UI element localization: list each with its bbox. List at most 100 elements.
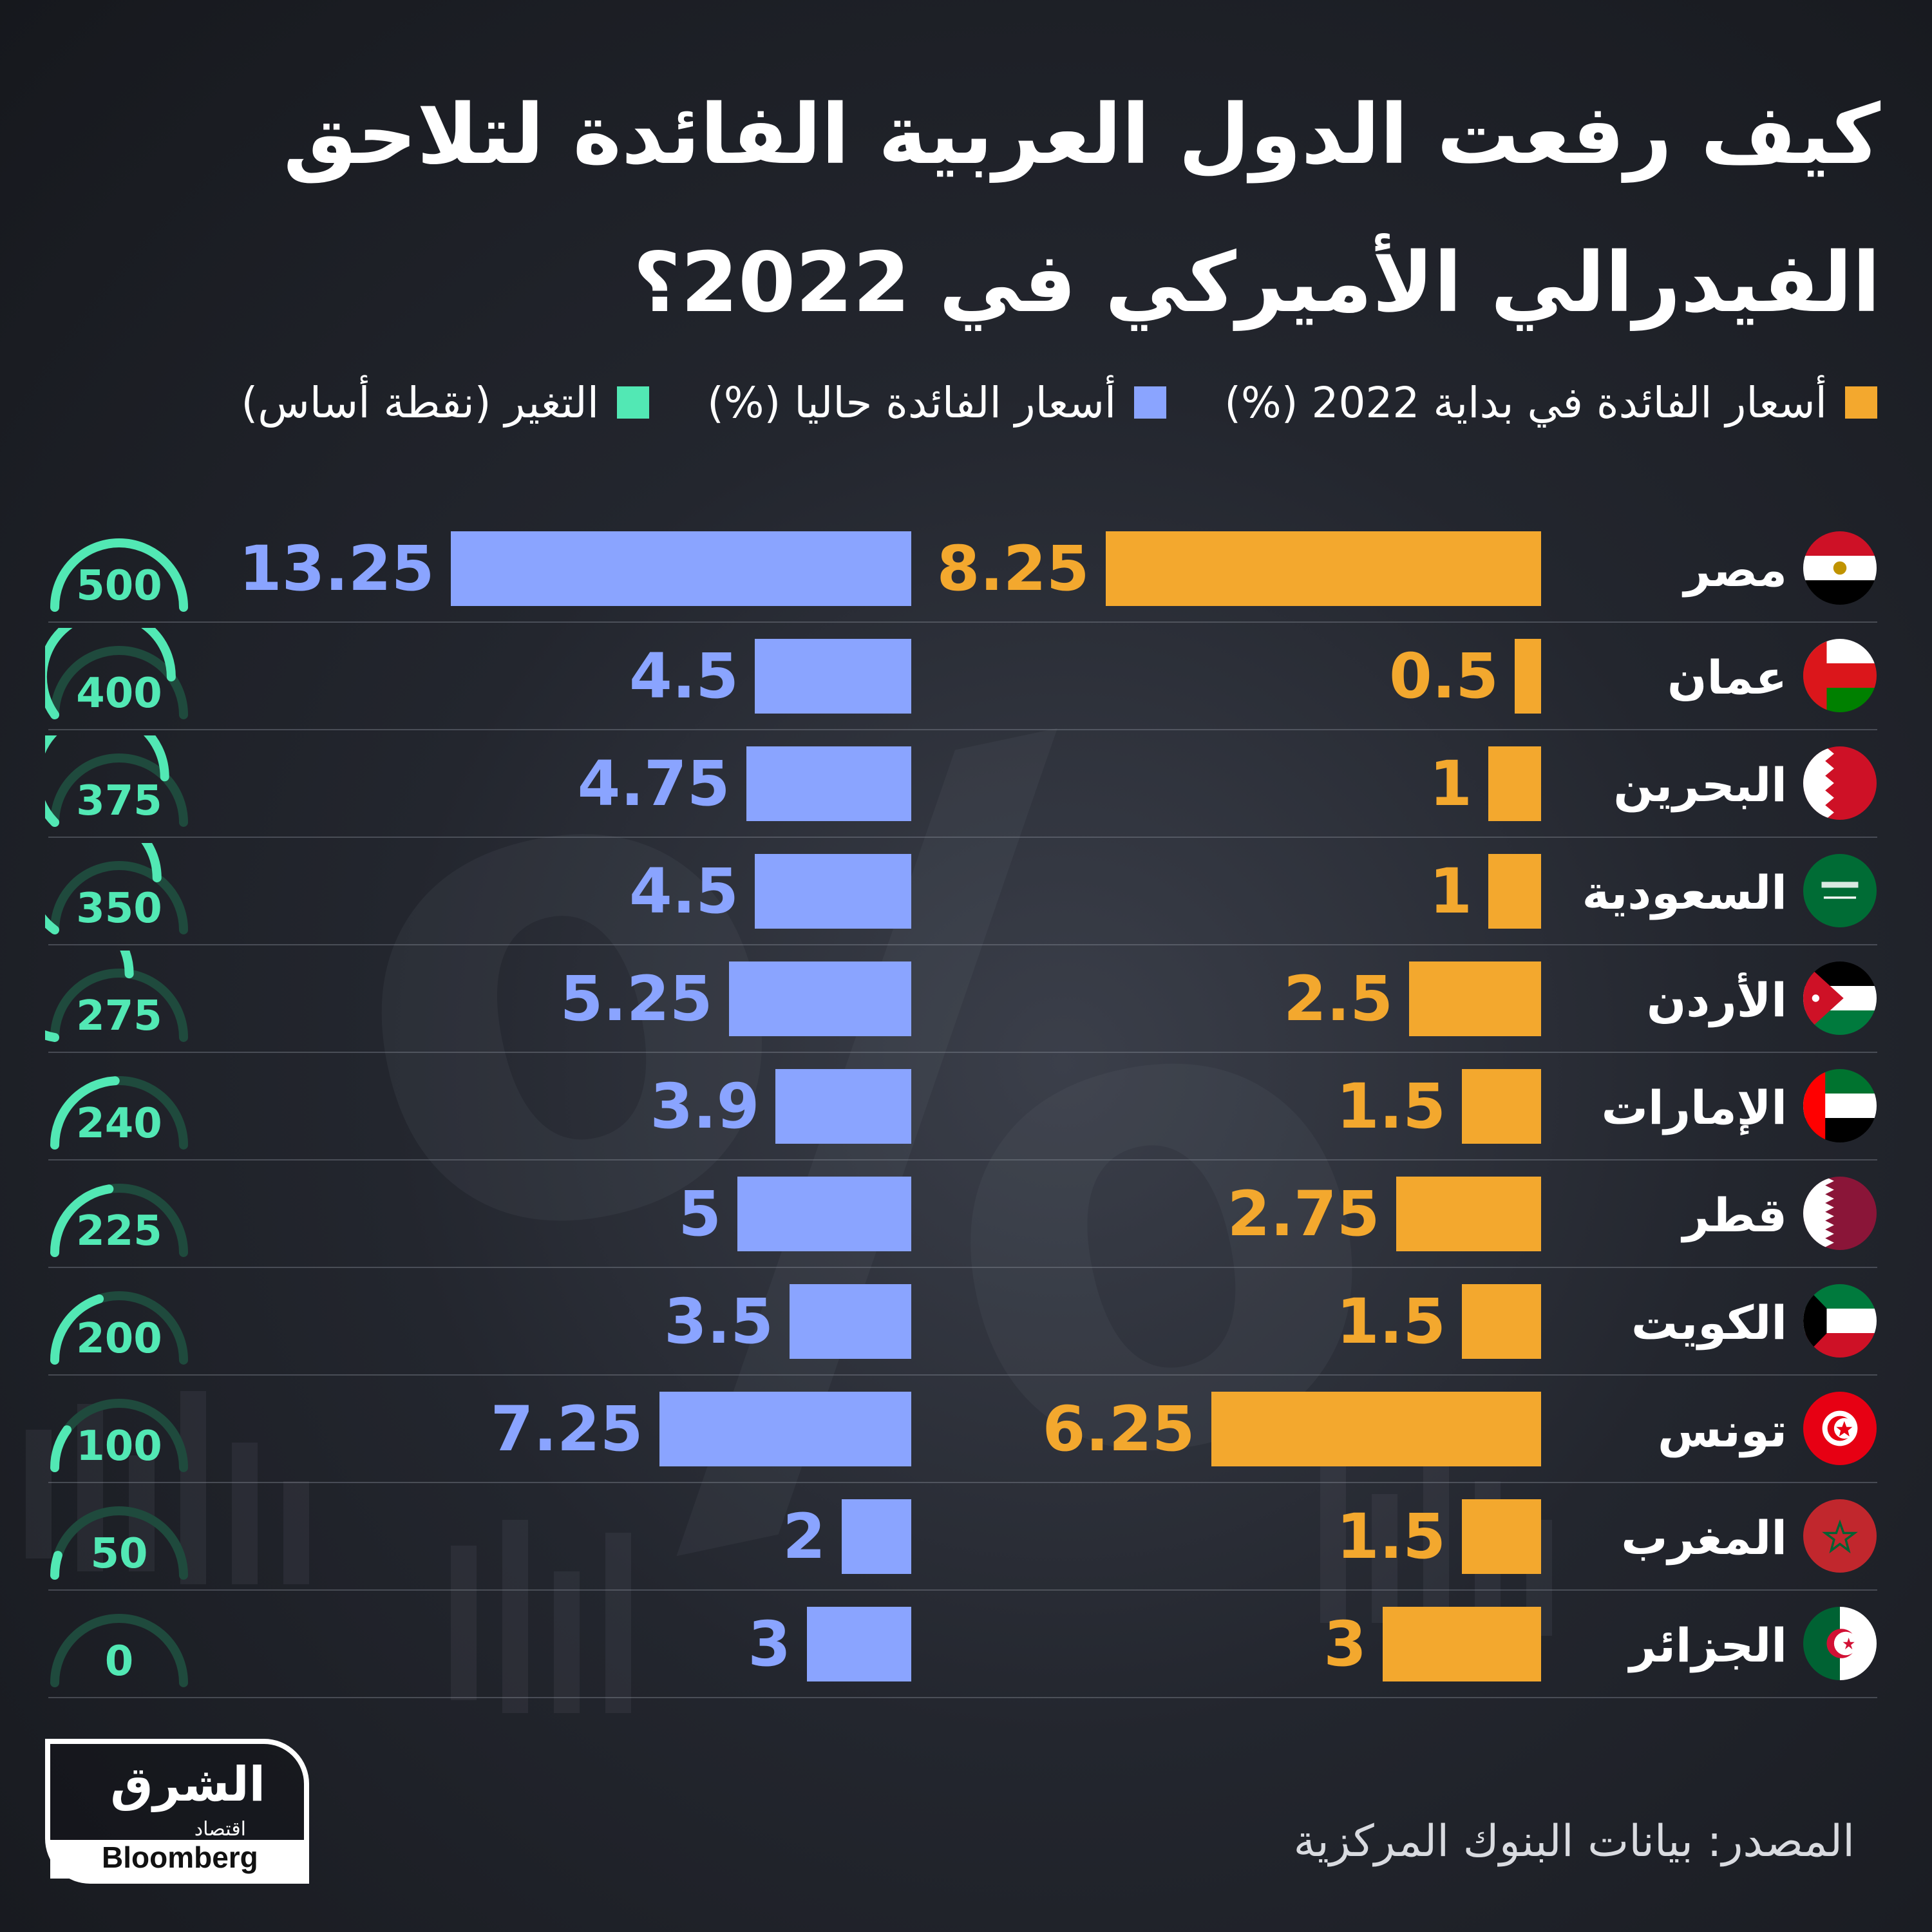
qatar-flag-icon bbox=[1803, 1177, 1877, 1250]
morocco-flag-icon bbox=[1803, 1499, 1877, 1573]
current-rate-bar bbox=[728, 961, 911, 1036]
row-separator bbox=[48, 837, 1877, 838]
kuwait-flag-icon bbox=[1803, 1284, 1877, 1358]
uae-flag-icon bbox=[1803, 1069, 1877, 1142]
start-rate-bar bbox=[1462, 1284, 1541, 1359]
change-gauge bbox=[45, 1058, 193, 1155]
gauge-track bbox=[50, 1613, 188, 1687]
chart-row: عمان 0.5 4.5 400 bbox=[0, 608, 1932, 730]
country-label: المغرب bbox=[1621, 1511, 1787, 1565]
change-label: 200 bbox=[76, 1315, 162, 1363]
gauge-track bbox=[50, 753, 188, 827]
current-rate-label: 3 bbox=[748, 1608, 791, 1680]
country-label: مصر bbox=[1683, 543, 1787, 597]
start-rate-label: 1 bbox=[1429, 748, 1472, 820]
current-rate-label: 5 bbox=[678, 1178, 721, 1250]
start-rate-bar bbox=[1488, 746, 1541, 821]
start-rate-bar bbox=[1383, 1607, 1541, 1681]
current-rate-bar bbox=[842, 1499, 911, 1574]
current-rate-label: 3.9 bbox=[650, 1070, 760, 1142]
row-separator bbox=[48, 621, 1877, 623]
change-gauge bbox=[45, 1381, 193, 1477]
change-label: 500 bbox=[76, 562, 162, 610]
current-rate-label: 4.5 bbox=[629, 855, 739, 927]
oman-flag-icon bbox=[1803, 639, 1877, 712]
change-label: 225 bbox=[76, 1208, 162, 1255]
gauge-track bbox=[50, 645, 188, 719]
start-rate-bar bbox=[1211, 1392, 1541, 1466]
current-rate-bar bbox=[755, 854, 911, 929]
chart-row: قطر 2.75 5 225 bbox=[0, 1160, 1932, 1268]
gauge-fill-arc bbox=[50, 1425, 72, 1472]
algeria-flag-icon bbox=[1803, 1607, 1877, 1680]
change-label: 50 bbox=[90, 1530, 148, 1578]
start-rate-label: 6.25 bbox=[1042, 1393, 1195, 1465]
chart-row: الكويت 1.5 3.5 200 bbox=[0, 1268, 1932, 1376]
change-label: 375 bbox=[76, 777, 162, 825]
start-rate-label: 1.5 bbox=[1336, 1070, 1446, 1142]
legend-label-change: التغير (نقطة أساس) bbox=[241, 377, 600, 428]
current-rate-bar bbox=[775, 1069, 911, 1144]
country-label: الأردن bbox=[1646, 973, 1787, 1027]
start-rate-label: 1 bbox=[1429, 855, 1472, 927]
start-rate-label: 3 bbox=[1323, 1608, 1367, 1680]
background-candlesticks bbox=[26, 1391, 1552, 1713]
start-rate-label: 2.75 bbox=[1227, 1178, 1380, 1250]
logo-sub-text: اقتصاد bbox=[194, 1818, 246, 1841]
gauge-fill-arc bbox=[50, 1184, 114, 1257]
current-rate-label: 4.75 bbox=[577, 748, 730, 820]
row-separator bbox=[48, 1589, 1877, 1591]
country-label: تونس bbox=[1658, 1403, 1787, 1457]
legend-label-current: أسعار الفائدة حاليا (%) bbox=[707, 377, 1117, 428]
start-rate-bar bbox=[1488, 854, 1541, 929]
chart-row: الجزائر 3 3 0 bbox=[0, 1591, 1932, 1698]
gauge-fill-arc bbox=[50, 538, 188, 612]
gauge-track bbox=[50, 1506, 188, 1580]
country-label: الإمارات bbox=[1601, 1081, 1787, 1135]
start-rate-bar bbox=[1462, 1499, 1541, 1574]
change-gauge bbox=[45, 1488, 193, 1585]
start-rate-label: 1.5 bbox=[1336, 1285, 1446, 1358]
change-label: 240 bbox=[76, 1100, 162, 1148]
legend-label-start: أسعار الفائدة في بداية 2022 (%) bbox=[1224, 377, 1827, 428]
change-label: 100 bbox=[76, 1423, 162, 1470]
row-separator bbox=[48, 729, 1877, 730]
saudi-flag-icon bbox=[1803, 854, 1877, 927]
chart-row: المغرب 1.5 2 50 bbox=[0, 1483, 1932, 1591]
row-separator bbox=[48, 1267, 1877, 1268]
start-rate-label: 0.5 bbox=[1388, 640, 1499, 712]
asharq-bloomberg-logo: الشرق اقتصاد Bloomberg bbox=[45, 1739, 309, 1884]
country-label: الكويت bbox=[1631, 1296, 1787, 1350]
current-rate-bar bbox=[737, 1177, 911, 1251]
logo-main-text: الشرق bbox=[110, 1757, 265, 1812]
row-separator bbox=[48, 1697, 1877, 1698]
current-rate-label: 5.25 bbox=[560, 963, 713, 1035]
chart-row: الإمارات 1.5 3.9 240 bbox=[0, 1053, 1932, 1160]
chart-title: كيف رفعت الدول العربية الفائدة لتلاحق ال… bbox=[283, 87, 1880, 331]
chart-row: مصر 8.25 13.25 500 bbox=[0, 515, 1932, 623]
gauge-track bbox=[50, 968, 188, 1042]
gauge-fill-arc bbox=[50, 1076, 120, 1150]
start-rate-label: 8.25 bbox=[936, 533, 1090, 605]
gauge-track bbox=[50, 860, 188, 934]
start-rate-bar bbox=[1462, 1069, 1541, 1144]
chart-row: تونس 6.25 7.25 100 bbox=[0, 1376, 1932, 1483]
legend-item-current: أسعار الفائدة حاليا (%) bbox=[707, 377, 1167, 428]
current-rate-label: 3.5 bbox=[663, 1285, 773, 1358]
change-gauge bbox=[45, 1596, 193, 1692]
chart-row: السعودية 1 4.5 350 bbox=[0, 809, 1932, 945]
logo-brand-text: Bloomberg bbox=[102, 1841, 258, 1874]
change-label: 400 bbox=[76, 670, 162, 717]
legend-item-start: أسعار الفائدة في بداية 2022 (%) bbox=[1224, 378, 1877, 428]
egypt-flag-icon bbox=[1803, 531, 1877, 605]
current-rate-label: 2 bbox=[782, 1501, 826, 1573]
current-rate-bar bbox=[659, 1392, 911, 1466]
current-rate-label: 7.25 bbox=[490, 1393, 643, 1465]
country-label: قطر bbox=[1682, 1188, 1787, 1242]
country-label: السعودية bbox=[1582, 866, 1787, 920]
change-label: 0 bbox=[104, 1638, 134, 1685]
chart-row: البحرين 1 4.75 375 bbox=[0, 708, 1932, 838]
current-rate-bar bbox=[450, 531, 911, 606]
bahrain-flag-icon bbox=[1803, 746, 1877, 820]
current-rate-bar bbox=[807, 1607, 911, 1681]
